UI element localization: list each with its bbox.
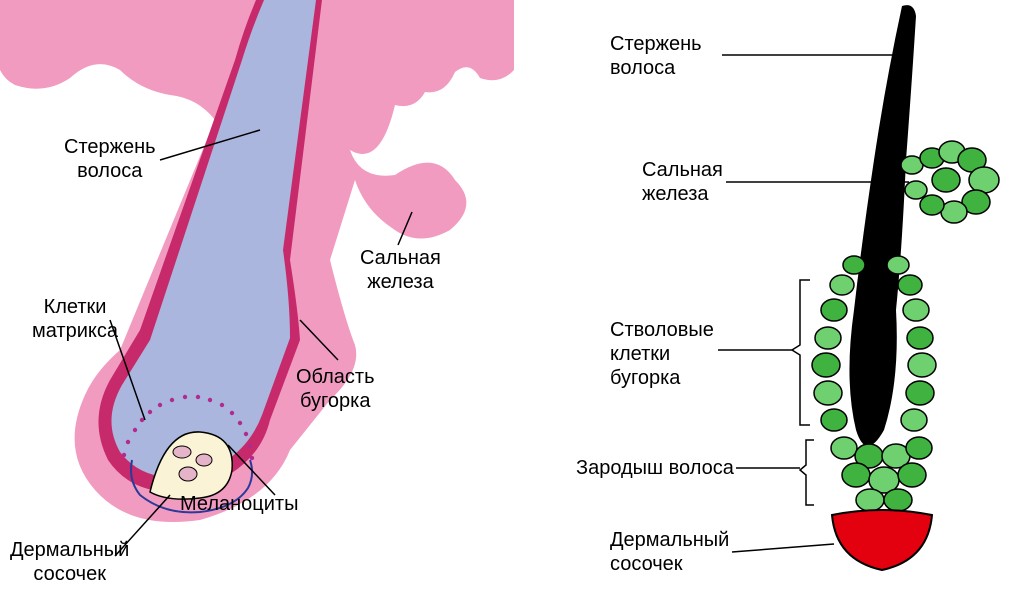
papilla-cell — [196, 454, 212, 466]
label-bulge-stem-cells: Стволовыеклеткибугорка — [610, 318, 714, 390]
sebaceous-gland-cells — [901, 141, 999, 223]
label-dermal-papilla-right: Дермальныйсосочек — [610, 528, 729, 576]
label-hair-shaft-right: Стерженьволоса — [610, 32, 702, 80]
label-sebaceous-gland-right: Сальнаяжелеза — [642, 158, 723, 206]
label-melanocytes: Меланоциты — [180, 492, 298, 516]
label-bulge-region: Областьбугорка — [296, 365, 375, 413]
hair-shaft-black — [849, 5, 916, 446]
label-matrix-cells: Клеткиматрикса — [32, 295, 118, 343]
dermal-papilla-red — [832, 510, 932, 570]
label-hair-germ: Зародыш волоса — [576, 456, 734, 480]
label-sebaceous-gland-left: Сальнаяжелеза — [360, 246, 441, 294]
diagram-container: Стерженьволоса Клеткиматрикса Дермальный… — [0, 0, 1036, 610]
papilla-cell — [173, 446, 191, 458]
label-dermal-papilla-left: Дермальныйсосочек — [10, 538, 129, 586]
papilla-cell — [179, 467, 197, 481]
hair-germ-cells — [831, 437, 932, 511]
right-follicle-diagram — [514, 0, 1036, 610]
label-hair-shaft-left: Стерженьволоса — [64, 135, 156, 183]
